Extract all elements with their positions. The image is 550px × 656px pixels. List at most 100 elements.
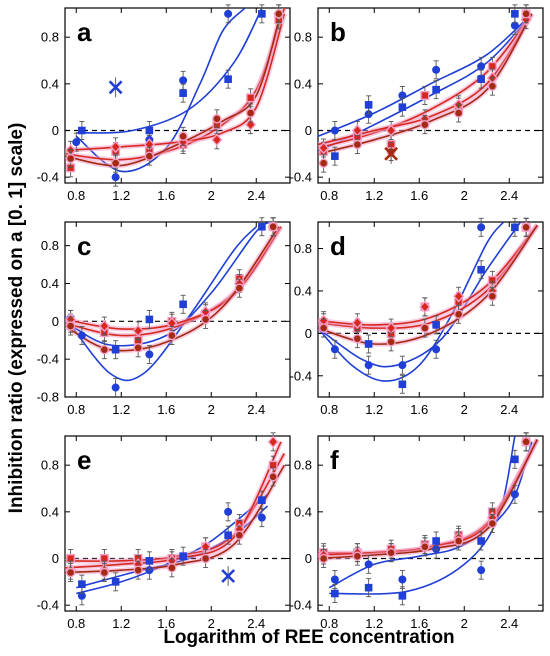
fit-curve-blue	[329, 436, 516, 595]
plot-frame	[64, 7, 291, 184]
fit-curve-blue	[318, 222, 522, 368]
x-tick-label: 0.8	[67, 402, 85, 417]
data-point-square	[477, 265, 485, 274]
data-point-square	[145, 557, 154, 565]
data-point-square	[364, 340, 373, 348]
data-point-circle	[224, 9, 233, 18]
data-point-circle	[133, 343, 143, 353]
y-tick-label: -0.4	[290, 598, 312, 613]
outlier-cross	[221, 569, 236, 583]
x-tick-label: 2	[461, 188, 468, 203]
data-point-square	[511, 223, 519, 232]
data-point-circle	[398, 361, 407, 370]
y-tick-label: -0.4	[37, 170, 59, 185]
data-point-circle	[352, 551, 363, 561]
fit-curve-blue	[75, 8, 246, 173]
data-point-circle	[72, 138, 81, 147]
x-tick-label: 1.2	[112, 616, 130, 631]
data-point-square	[364, 583, 373, 592]
data-point-square	[258, 222, 266, 231]
y-axis-title: Inhibition ratio (expressed on a [0. 1] …	[6, 123, 27, 514]
x-tick-label: 1.2	[365, 188, 383, 203]
fit-curve-blue	[318, 222, 505, 382]
data-point-square	[432, 537, 440, 545]
data-point-circle	[352, 139, 363, 150]
y-tick-label: 0.8	[294, 241, 312, 256]
y-tick-label: 0.8	[41, 238, 59, 253]
y-tick-label: 0.4	[294, 504, 312, 519]
data-point-circle	[453, 108, 464, 118]
data-point-circle	[224, 507, 233, 516]
data-point-circle	[111, 383, 120, 392]
x-tick-label: 2	[208, 616, 215, 631]
x-tick-label: 0.8	[67, 616, 85, 631]
data-point-circle	[453, 536, 464, 546]
data-point-circle	[398, 575, 407, 584]
data-point-square	[477, 537, 485, 545]
data-point-circle	[432, 65, 441, 74]
data-point-circle	[364, 361, 373, 370]
data-point-diamond	[351, 316, 363, 330]
x-tick-label: 1.6	[410, 402, 428, 417]
x-tick-label: 1.6	[157, 188, 175, 203]
x-tick-label: 1.2	[112, 188, 130, 203]
panel-b: 0.8 1.2 1.6 2 2.4 -0.4 0 0.4 0.8 b	[290, 4, 544, 203]
y-tick-label: 0.8	[41, 458, 59, 473]
data-point-square	[246, 93, 256, 103]
x-tick-label: 1.2	[365, 402, 383, 417]
data-point-circle	[268, 472, 278, 482]
panel-a: 0.8 1.2 1.6 2 2.4 -0.4 0 0.4 0.8 a	[37, 4, 291, 203]
data-point-circle	[330, 575, 339, 584]
data-point-circle	[330, 345, 339, 354]
panel-label: f	[330, 445, 339, 475]
data-point-circle	[257, 513, 266, 522]
data-point-circle	[144, 151, 155, 161]
panel-label: e	[77, 445, 91, 475]
data-point-circle	[487, 518, 498, 529]
y-tick-label: 0	[305, 551, 312, 566]
data-point-square	[511, 455, 519, 464]
data-point-circle	[352, 333, 363, 344]
data-point-diamond	[385, 124, 397, 137]
data-point-circle	[453, 309, 464, 319]
fit-curve-red	[65, 441, 282, 569]
data-point-circle	[77, 591, 86, 600]
x-tick-label: 2.4	[500, 188, 518, 203]
y-tick-label: -0.8	[37, 390, 59, 405]
data-point-square	[179, 552, 187, 560]
data-point-square	[179, 89, 187, 97]
outlier-cross	[108, 80, 123, 95]
data-point-circle	[477, 223, 486, 232]
data-point-square	[398, 380, 407, 389]
x-tick-label: 2.4	[500, 616, 518, 631]
y-tick-label: 0	[52, 123, 59, 138]
data-point-circle	[268, 222, 278, 232]
plot-frame	[64, 435, 291, 612]
data-point-circle	[178, 131, 188, 142]
data-point-circle	[77, 331, 86, 340]
data-point-square	[78, 126, 86, 135]
y-tick-label: 0.4	[294, 283, 312, 298]
panel-c: 0.8 1.2 1.6 2 2.4 -0.8 -0.4 0 0.4 0.8 c	[37, 217, 291, 417]
fit-curve-blue	[328, 441, 533, 589]
y-tick-label: 0	[305, 326, 312, 341]
fit-curve-blue	[318, 13, 533, 138]
y-tick-label: 0	[52, 314, 59, 329]
data-point-circle	[111, 173, 120, 182]
data-point-circle	[318, 553, 329, 564]
panel-d: 0.8 1.2 1.6 2 2.4 -0.4 0 0.4 0.8 d	[290, 217, 544, 417]
data-point-square	[432, 321, 440, 329]
data-point-square	[477, 75, 485, 83]
x-tick-label: 2	[461, 616, 468, 631]
fit-curves	[65, 222, 284, 382]
x-tick-label: 0.8	[320, 402, 338, 417]
data-point-square	[78, 580, 86, 588]
y-tick-label: 0.4	[41, 76, 59, 91]
fit-curve-blue	[65, 226, 257, 382]
x-tick-label: 1.2	[112, 402, 130, 417]
data-point-circle	[420, 323, 430, 333]
data-point-square	[331, 152, 339, 160]
data-point-square	[398, 592, 407, 600]
x-tick-label: 1.6	[157, 402, 175, 417]
